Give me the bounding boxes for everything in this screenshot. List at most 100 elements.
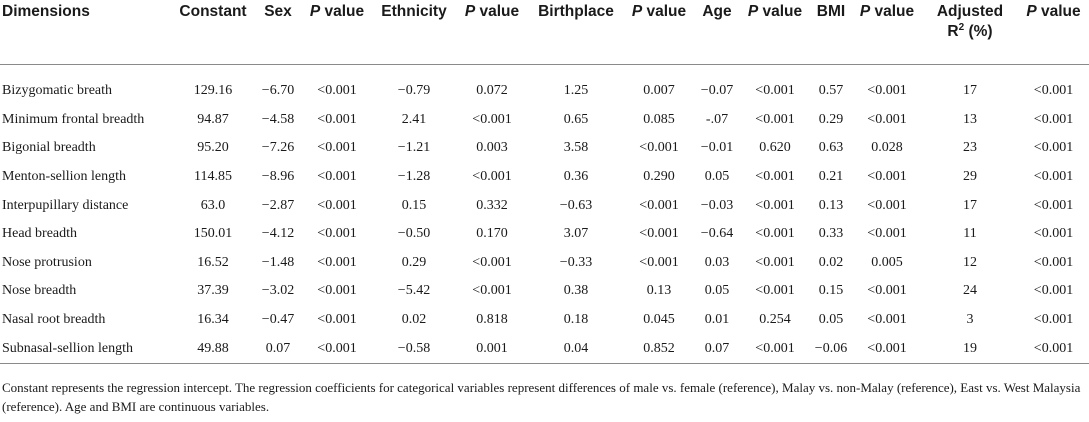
table-row: Interpupillary distance 63.0 −2.87 <0.001 0.… xyxy=(0,191,1089,220)
cell-p-age: <0.001 xyxy=(755,226,795,242)
cell-adjusted-r2: 29 xyxy=(963,169,977,185)
header-p-value-ethnicity: P value xyxy=(464,3,520,20)
cell-sex: −8.96 xyxy=(261,169,295,185)
table-header: Dimensions Constant Sex P value Ethnicit… xyxy=(0,0,1089,65)
cell-birthplace: 3.58 xyxy=(563,140,589,156)
cell-p-birthplace: 0.045 xyxy=(643,312,675,328)
cell-birthplace: 0.04 xyxy=(563,340,589,356)
header-p-value-sex: P value xyxy=(309,3,365,20)
cell-age: 0.07 xyxy=(704,340,730,356)
cell-dimension: Head breadth xyxy=(2,226,78,242)
cell-constant: 16.52 xyxy=(197,254,229,270)
cell-bmi: 0.13 xyxy=(818,197,844,213)
cell-p-model: <0.001 xyxy=(1033,226,1074,242)
cell-p-model: <0.001 xyxy=(1033,283,1074,299)
cell-constant: 63.0 xyxy=(200,197,226,213)
cell-age: -.07 xyxy=(705,111,729,127)
cell-constant: 95.20 xyxy=(197,140,229,156)
cell-sex: −0.47 xyxy=(261,312,295,328)
cell-p-sex: <0.001 xyxy=(317,83,357,99)
cell-p-bmi: <0.001 xyxy=(867,340,907,356)
cell-p-ethnicity: 0.170 xyxy=(476,226,508,242)
cell-p-sex: <0.001 xyxy=(317,111,357,127)
cell-ethnicity: −0.79 xyxy=(397,83,431,99)
cell-p-age: <0.001 xyxy=(755,197,795,213)
cell-p-bmi: <0.001 xyxy=(867,169,907,185)
cell-p-model: <0.001 xyxy=(1033,312,1074,328)
regression-table: Dimensions Constant Sex P value Ethnicit… xyxy=(0,0,1089,364)
header-constant: Constant xyxy=(179,3,247,20)
cell-p-birthplace: 0.290 xyxy=(643,169,675,185)
cell-birthplace: 0.38 xyxy=(563,283,589,299)
cell-p-birthplace: 0.852 xyxy=(643,340,675,356)
cell-p-birthplace: 0.085 xyxy=(643,111,675,127)
table-row: Nasal root breadth 16.34 −0.47 <0.001 0.02 0.… xyxy=(0,306,1089,335)
cell-p-age: <0.001 xyxy=(755,83,795,99)
cell-dimension: Menton-sellion length xyxy=(2,169,127,185)
cell-dimension: Subnasal-sellion length xyxy=(2,340,134,356)
cell-sex: −7.26 xyxy=(261,140,295,156)
cell-p-birthplace: <0.001 xyxy=(639,140,679,156)
cell-sex: −4.12 xyxy=(261,226,295,242)
cell-sex: −4.58 xyxy=(261,111,295,127)
cell-bmi: 0.29 xyxy=(818,111,844,127)
cell-p-bmi: <0.001 xyxy=(867,283,907,299)
cell-age: 0.03 xyxy=(704,254,730,270)
header-p-value-model: P value xyxy=(1026,3,1081,20)
cell-birthplace: 1.25 xyxy=(563,83,589,99)
cell-age: −0.64 xyxy=(700,226,734,242)
cell-constant: 94.87 xyxy=(197,111,229,127)
cell-dimension: Minimum frontal breadth xyxy=(2,111,145,127)
cell-ethnicity: −1.28 xyxy=(397,169,431,185)
cell-p-sex: <0.001 xyxy=(317,140,357,156)
cell-p-sex: <0.001 xyxy=(317,226,357,242)
table-row: Bigonial breadth 95.20 −7.26 <0.001 −1.21 0.0… xyxy=(0,134,1089,163)
cell-p-sex: <0.001 xyxy=(317,169,357,185)
cell-adjusted-r2: 17 xyxy=(963,197,977,213)
table-row: Menton-sellion length 114.85 −8.96 <0.001 −1… xyxy=(0,163,1089,192)
cell-adjusted-r2: 3 xyxy=(966,312,974,328)
cell-ethnicity: 0.02 xyxy=(401,312,427,328)
header-adjusted-r2: Adjusted R2 (%) xyxy=(936,3,1004,40)
cell-dimension: Bigonial breadth xyxy=(2,140,96,156)
cell-adjusted-r2: 12 xyxy=(963,254,977,270)
cell-p-bmi: <0.001 xyxy=(867,83,907,99)
cell-p-model: <0.001 xyxy=(1033,197,1074,213)
cell-bmi: 0.02 xyxy=(818,254,844,270)
cell-bmi: 0.57 xyxy=(818,83,844,99)
table-body: Bizygomatic breath 129.16 −6.70 <0.001 −0.79… xyxy=(0,65,1089,364)
cell-sex: −2.87 xyxy=(261,197,295,213)
cell-bmi: 0.15 xyxy=(818,283,844,299)
cell-bmi: −0.06 xyxy=(814,340,848,356)
table-row: Nose protrusion 16.52 −1.48 <0.001 0.29 <0.00… xyxy=(0,249,1089,278)
table-row: Minimum frontal breadth 94.87 −4.58 <0.001 2… xyxy=(0,106,1089,135)
cell-p-bmi: <0.001 xyxy=(867,312,907,328)
cell-birthplace: −0.63 xyxy=(559,197,593,213)
cell-p-model: <0.001 xyxy=(1033,140,1074,156)
cell-p-sex: <0.001 xyxy=(317,340,357,356)
cell-p-birthplace: <0.001 xyxy=(639,197,679,213)
cell-dimension: Nasal root breadth xyxy=(2,312,106,328)
cell-birthplace: 0.18 xyxy=(563,312,589,328)
cell-p-age: <0.001 xyxy=(755,340,795,356)
cell-ethnicity: −0.58 xyxy=(397,340,431,356)
cell-bmi: 0.21 xyxy=(818,169,844,185)
cell-p-age: 0.254 xyxy=(759,312,791,328)
cell-adjusted-r2: 19 xyxy=(963,340,977,356)
cell-p-bmi: <0.001 xyxy=(867,111,907,127)
cell-ethnicity: −5.42 xyxy=(397,283,431,299)
cell-dimension: Bizygomatic breath xyxy=(2,83,113,99)
cell-p-ethnicity: 0.001 xyxy=(476,340,508,356)
cell-p-age: <0.001 xyxy=(755,111,795,127)
cell-sex: −6.70 xyxy=(261,83,295,99)
cell-p-age: <0.001 xyxy=(755,254,795,270)
cell-dimension: Nose protrusion xyxy=(2,254,92,270)
cell-p-age: <0.001 xyxy=(755,283,795,299)
cell-p-ethnicity: <0.001 xyxy=(472,254,512,270)
cell-birthplace: 0.36 xyxy=(563,169,589,185)
cell-p-birthplace: 0.007 xyxy=(643,83,675,99)
cell-p-ethnicity: 0.072 xyxy=(476,83,508,99)
cell-p-bmi: <0.001 xyxy=(867,197,907,213)
cell-age: 0.05 xyxy=(704,283,730,299)
